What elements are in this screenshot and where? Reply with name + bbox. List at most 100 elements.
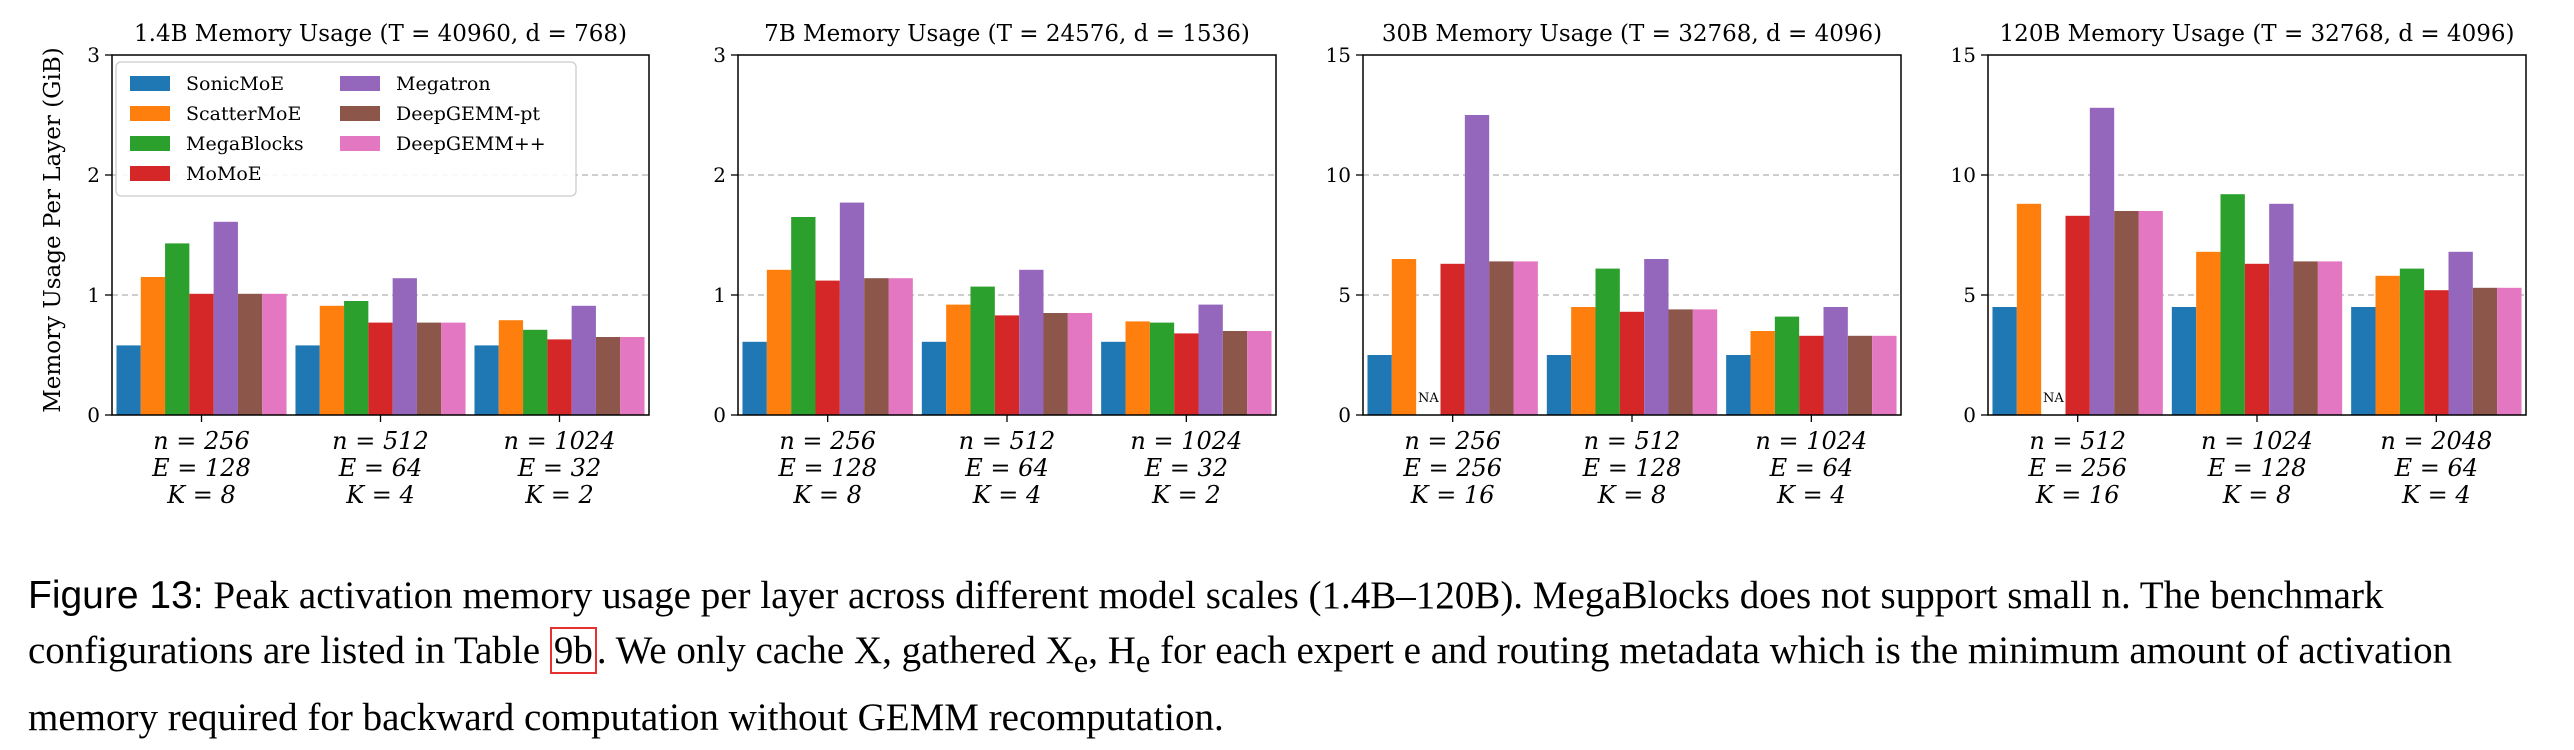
bar-megatron-1: [213, 221, 238, 415]
bar-sonicmoe-3: [2351, 307, 2376, 415]
x-tick-label: n = 2048: [2380, 427, 2492, 455]
bar-megablocks-2: [1595, 268, 1620, 415]
bar-sonicmoe-1: [116, 345, 141, 415]
bar-sonicmoe-1: [1992, 307, 2017, 415]
bar-megatron-2: [2269, 203, 2294, 415]
bar-scattermoe-1: [766, 269, 792, 415]
caption-text-4: for each expert e and routing metadata w…: [28, 629, 2453, 739]
y-tick-label: 5: [1338, 283, 1351, 307]
bar-scattermoe-1: [2016, 203, 2042, 415]
bar-deepgemm-pt-2: [416, 322, 442, 415]
x-tick-label: n = 256: [1404, 427, 1501, 455]
figure: Memory Usage Per Layer (GiB) 1.4B Memory…: [40, 21, 2527, 509]
bar-deepgemm-pt-3: [2472, 287, 2498, 415]
bar-momoe-3: [1799, 335, 1824, 415]
bar-momoe-2: [1619, 311, 1645, 415]
bar-sonicmoe-2: [921, 341, 947, 415]
y-tick-label: 0: [713, 403, 726, 427]
y-tick-label: 15: [1326, 43, 1351, 67]
bar-deepgemm--1: [1513, 261, 1538, 415]
x-tick-label: E = 64: [1769, 454, 1853, 482]
x-tick-label: K = 4: [2401, 481, 2471, 509]
caption-label: Figure 13:: [28, 574, 204, 617]
bar-deepgemm-pt-2: [1668, 309, 1693, 415]
bar-megablocks-3: [2399, 268, 2425, 415]
x-tick-label: E = 64: [2394, 454, 2478, 482]
y-tick-label: 10: [1326, 163, 1351, 187]
legend-label: SonicMoE: [186, 73, 284, 95]
x-tick-label: n = 512: [332, 427, 429, 455]
x-tick-label: E = 128: [1582, 454, 1682, 482]
caption-text-2: . We only cache X, gathered X: [596, 629, 1074, 672]
bar-sonicmoe-1: [1367, 355, 1392, 415]
bar-megablocks-3: [1149, 322, 1175, 415]
table-reference-link[interactable]: 9b: [549, 627, 597, 674]
x-tick-label: K = 2: [524, 481, 594, 509]
x-tick-label: E = 256: [1402, 454, 1502, 482]
bar-momoe-3: [2424, 290, 2449, 415]
bar-megatron-3: [2448, 251, 2473, 415]
bar-scattermoe-2: [319, 305, 345, 415]
x-tick-label: n = 1024: [1755, 427, 1867, 455]
bar-megatron-3: [1198, 304, 1223, 415]
bar-deepgemm-pt-3: [595, 337, 621, 415]
bar-sonicmoe-1: [742, 341, 767, 415]
chart-panel-4: 120B Memory Usage (T = 32768, d = 4096) N…: [1951, 21, 2527, 509]
bar-megablocks-3: [1774, 316, 1800, 415]
bar-megablocks-1: [165, 243, 190, 415]
x-tick-label: K = 8: [2222, 481, 2292, 509]
figure-caption: Figure 13: Peak activation memory usage …: [28, 568, 2558, 745]
y-tick-label: 1: [87, 283, 100, 307]
bar-deepgemm-pt-2: [1043, 313, 1068, 415]
legend-box: [115, 61, 577, 197]
bar-scattermoe-3: [1750, 331, 1775, 415]
legend-label: DeepGEMM-pt: [396, 103, 540, 125]
x-tick-label: K = 4: [972, 481, 1042, 509]
x-tick-label: E = 128: [777, 454, 877, 482]
legend-label: DeepGEMM++: [396, 133, 546, 155]
bar-megatron-1: [839, 202, 865, 415]
x-tick-label: n = 256: [153, 427, 250, 455]
bar-deepgemm--3: [1872, 335, 1897, 415]
x-tick-label: K = 4: [1776, 481, 1846, 509]
bar-scattermoe-2: [1571, 307, 1596, 415]
chart-panel-3: 30B Memory Usage (T = 32768, d = 4096) NA…: [1326, 21, 1902, 509]
legend-label: MoMoE: [186, 163, 262, 185]
bar-deepgemm--1: [2138, 211, 2163, 415]
y-tick-label: 1: [713, 283, 726, 307]
chart-title: 30B Memory Usage (T = 32768, d = 4096): [1382, 21, 1882, 47]
bar-deepgemm-pt-1: [237, 293, 263, 415]
bar-megatron-2: [392, 278, 417, 415]
bar-momoe-1: [189, 293, 214, 415]
legend: SonicMoE ScatterMoE MegaBlocks MoMoE Megatro…: [115, 61, 577, 197]
bar-deepgemm--2: [441, 322, 466, 415]
x-tick-label: n = 1024: [1130, 427, 1242, 455]
bar-sonicmoe-3: [1101, 341, 1126, 415]
x-tick-label: E = 64: [338, 454, 422, 482]
x-tick-label: E = 64: [964, 454, 1048, 482]
bar-deepgemm-pt-3: [1222, 331, 1248, 415]
na-label: NA: [1418, 391, 1439, 406]
legend-swatch-megatron: [340, 76, 380, 91]
x-tick-label: E = 256: [2027, 454, 2127, 482]
x-tick-label: E = 128: [2207, 454, 2307, 482]
y-tick-label: 0: [87, 403, 100, 427]
chart-title: 1.4B Memory Usage (T = 40960, d = 768): [134, 21, 627, 47]
bar-megablocks-3: [523, 329, 548, 415]
bar-megatron-3: [571, 305, 596, 415]
bar-megablocks-2: [344, 301, 369, 415]
bar-deepgemm--3: [2497, 287, 2522, 415]
bar-megatron-1: [2089, 107, 2115, 416]
chart-title: 7B Memory Usage (T = 24576, d = 1536): [764, 21, 1250, 47]
bar-deepgemm--1: [888, 278, 913, 415]
caption-subscript-2: e: [1135, 643, 1151, 680]
bar-scattermoe-3: [498, 320, 524, 415]
bar-deepgemm--2: [1067, 313, 1093, 415]
bar-deepgemm--2: [2317, 261, 2343, 415]
legend-swatch-momoe: [130, 166, 170, 181]
bar-megatron-2: [1644, 259, 1669, 415]
bar-momoe-1: [815, 280, 840, 415]
x-tick-label: n = 256: [779, 427, 876, 455]
chart-panel-2: 7B Memory Usage (T = 24576, d = 1536) 0 1 2…: [713, 21, 1277, 509]
x-tick-label: K = 8: [166, 481, 236, 509]
